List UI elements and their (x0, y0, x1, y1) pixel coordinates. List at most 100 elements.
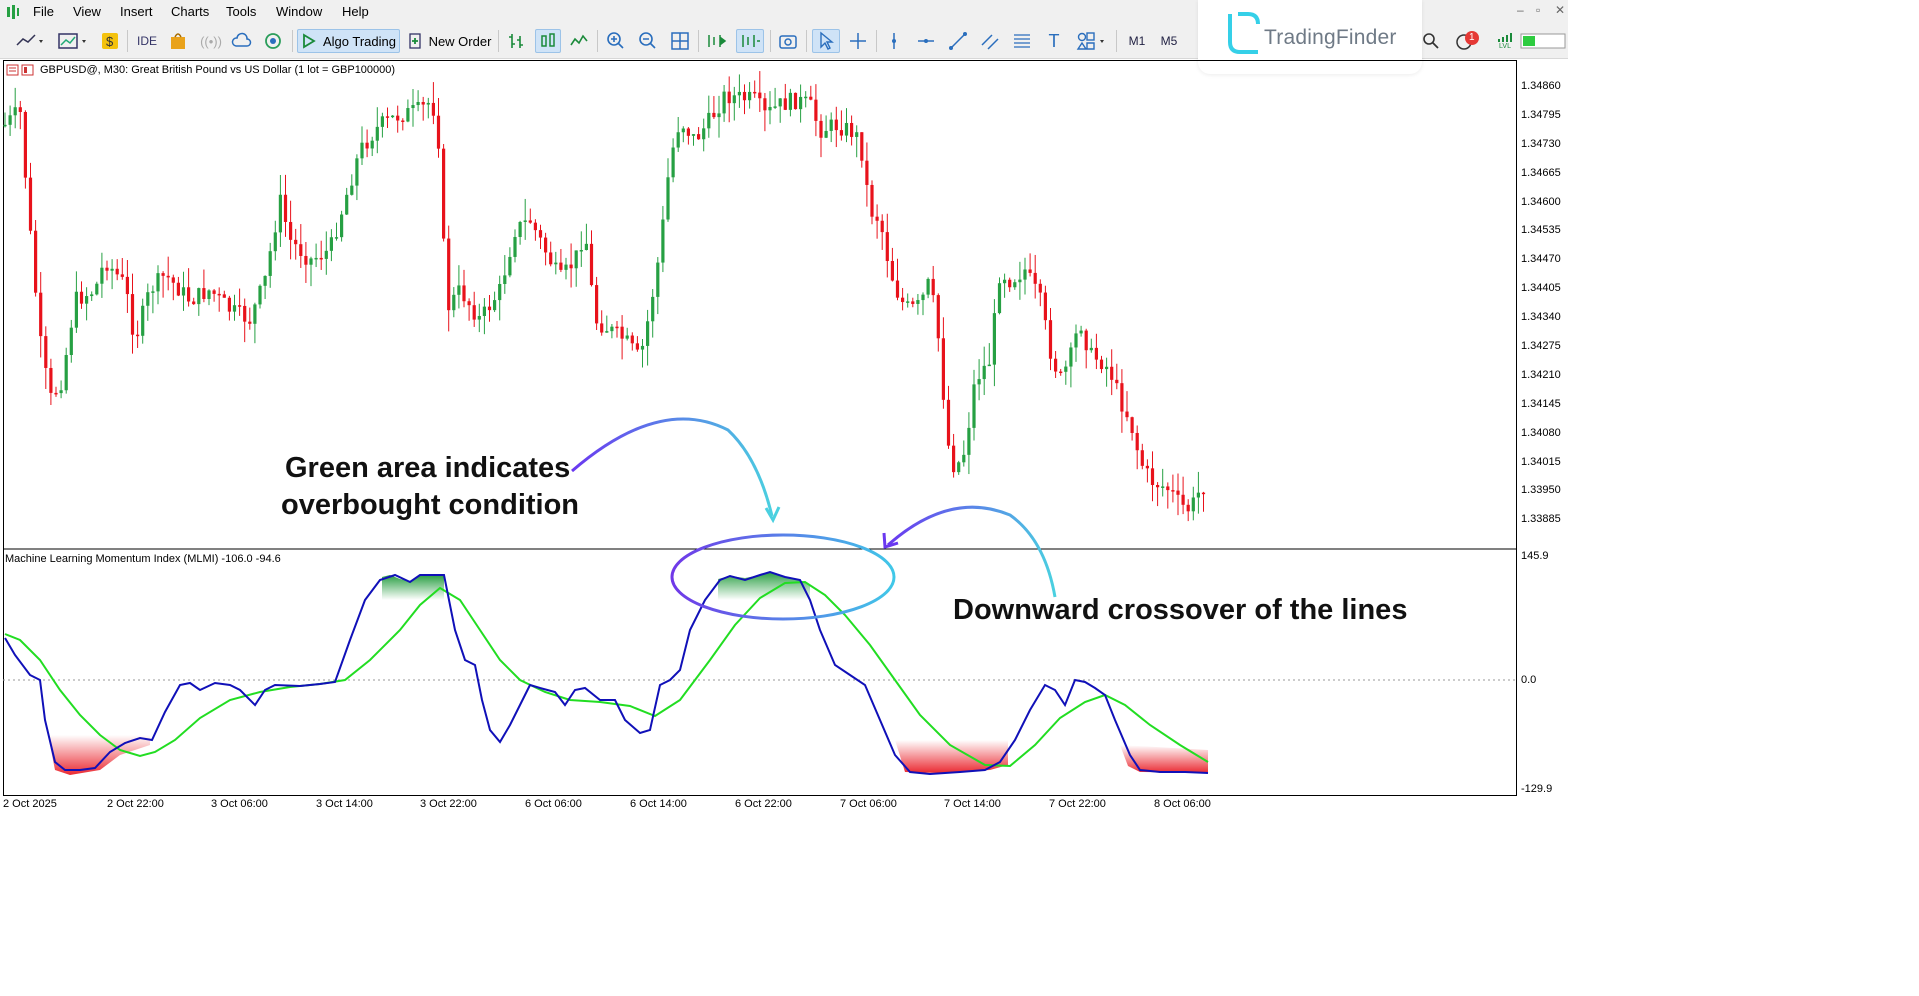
cursor-icon[interactable] (812, 29, 840, 53)
ide-button[interactable]: IDE (136, 34, 157, 48)
crossover-arrow (887, 505, 1057, 598)
crosshair-icon[interactable] (846, 29, 870, 53)
candlestick-icon[interactable] (535, 29, 561, 53)
chart-canvas (3, 71, 1517, 776)
text-tool-icon[interactable]: T (1048, 30, 1060, 51)
candle-body (289, 221, 293, 240)
menu-help[interactable]: Help (342, 4, 369, 19)
restore-icon[interactable]: ▫ (1536, 3, 1541, 17)
candle-body (885, 232, 889, 262)
trendline-icon[interactable] (946, 29, 970, 53)
algo-trading-button[interactable]: Algo Trading (297, 29, 400, 53)
line-chart-icon[interactable] (12, 29, 48, 53)
dollar-icon[interactable]: $ (98, 29, 122, 53)
candle-body (1084, 330, 1088, 351)
signal-strength-icon[interactable]: LVL (1494, 29, 1516, 53)
close-icon[interactable]: ✕ (1555, 3, 1566, 17)
screenshot-icon[interactable] (776, 29, 800, 53)
candle-body (503, 275, 507, 284)
candle-body (319, 257, 323, 260)
shapes-icon[interactable] (1074, 29, 1110, 53)
candle-body (171, 277, 175, 283)
candle-body (1105, 366, 1109, 370)
candle-body (1099, 359, 1104, 370)
candle-body (273, 232, 277, 252)
zoom-in-icon[interactable] (604, 29, 628, 53)
menu-view[interactable]: View (73, 4, 101, 19)
candle-body (564, 264, 568, 270)
candle-body (748, 91, 752, 101)
candle-body (498, 283, 502, 301)
candle-body (681, 128, 685, 133)
candle-body (74, 291, 78, 328)
candle-body (1074, 333, 1078, 348)
candle-body (911, 301, 915, 304)
horizontal-line-icon[interactable] (914, 29, 938, 53)
candle-body (95, 283, 99, 295)
candle-body (513, 236, 517, 257)
candle-body (1059, 371, 1063, 374)
candle-body (222, 294, 226, 298)
chart-template-icon[interactable] (54, 29, 92, 53)
search-icon[interactable] (1420, 29, 1442, 53)
candle-body (1115, 379, 1119, 384)
candle-body (1130, 417, 1134, 433)
candle-body (1191, 497, 1195, 512)
menu-charts[interactable]: Charts (171, 4, 210, 19)
candle-body (1018, 279, 1022, 283)
new-order-button[interactable]: New Order (405, 29, 493, 53)
candle-body (1150, 468, 1155, 486)
vertical-line-icon[interactable] (882, 29, 906, 53)
candle-body (773, 106, 777, 108)
notifications-icon[interactable]: 1 (1455, 29, 1481, 53)
candle-body (110, 268, 114, 271)
channel-icon[interactable] (978, 29, 1002, 53)
chart-window[interactable] (3, 60, 1517, 796)
menu-file[interactable]: File (33, 4, 54, 19)
grid-icon[interactable] (668, 29, 692, 53)
candle-body (467, 301, 471, 306)
candle-body (870, 184, 874, 217)
candle-body (1166, 486, 1170, 491)
indicator-title: Machine Learning Momentum Index (MLMI) -… (5, 553, 281, 565)
timeframe-m5[interactable]: M5 (1160, 34, 1178, 48)
candle-body (28, 177, 33, 231)
candle-body (411, 105, 415, 109)
candle-body (278, 194, 282, 233)
candle-body (952, 445, 956, 473)
candle-body (340, 214, 344, 238)
menu-window[interactable]: Window (276, 4, 323, 19)
line-icon[interactable] (567, 29, 591, 53)
menu-tools[interactable]: Tools (226, 4, 257, 19)
vps-icon[interactable] (262, 29, 286, 53)
time-label: 3 Oct 14:00 (316, 798, 373, 810)
candle-body (141, 305, 145, 336)
chart-shift-icon[interactable] (736, 29, 764, 53)
candle-body (860, 132, 864, 161)
time-label: 6 Oct 06:00 (525, 798, 582, 810)
cloud-icon[interactable] (230, 29, 254, 53)
scroll-end-icon[interactable] (704, 29, 730, 53)
candle-body (472, 305, 476, 320)
candle-body (528, 220, 532, 223)
fibonacci-icon[interactable] (1010, 29, 1034, 53)
zoom-out-icon[interactable] (636, 29, 660, 53)
candle-body (416, 101, 420, 106)
candle-body (595, 285, 599, 324)
candle-body (294, 239, 298, 245)
candle-body (610, 326, 614, 332)
minimize-icon[interactable]: – (1517, 3, 1524, 17)
menu-insert[interactable]: Insert (120, 4, 153, 19)
candle-body (487, 306, 492, 311)
market-bag-icon[interactable] (166, 29, 190, 53)
signal-icon[interactable]: ((•)) (200, 33, 222, 49)
signal-line (4, 580, 1209, 768)
candle-body (243, 305, 247, 322)
candle-body (176, 282, 180, 296)
candle-body (814, 99, 818, 121)
timeframe-m1[interactable]: M1 (1128, 34, 1146, 48)
bar-chart-icon[interactable] (504, 29, 528, 53)
candle-body (1003, 279, 1007, 284)
overbought-zone (382, 575, 444, 600)
candle-body (39, 292, 43, 337)
